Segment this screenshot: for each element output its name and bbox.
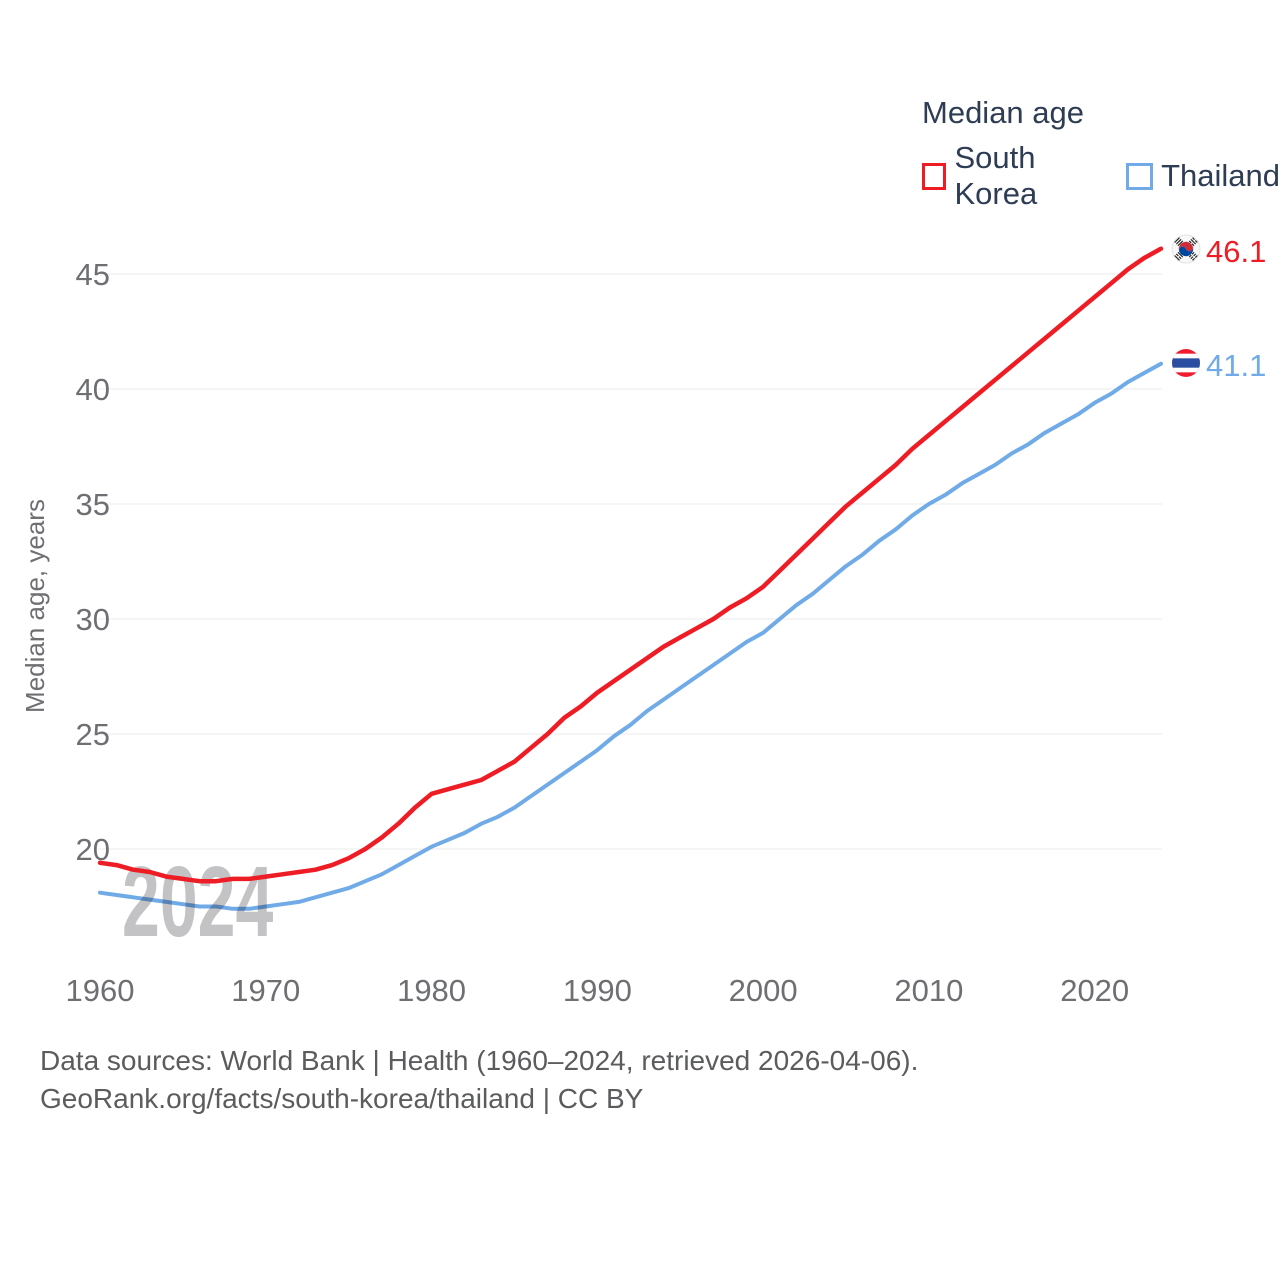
south-korea-legend-label: South Korea [954, 140, 1038, 211]
footer-source-line: Data sources: World Bank | Health (1960–… [40, 1045, 919, 1076]
x-tick-label: 1970 [231, 973, 300, 1008]
watermark-text: 2024 [122, 847, 274, 958]
y-tick-label: 25 [76, 717, 110, 752]
thailand-line[interactable] [98, 361, 1163, 911]
south-korea-line[interactable] [97, 246, 1164, 884]
south-korea-end-value: 46.1 [1206, 234, 1266, 269]
footer-url-line: GeoRank.org/facts/south-korea/thailand |… [40, 1083, 644, 1114]
x-tick-label: 2020 [1060, 973, 1129, 1008]
legend-row: South Korea Thailand [922, 140, 1280, 212]
thailand-legend-label: Thailand [1161, 158, 1280, 193]
x-tick-label: 1980 [397, 973, 466, 1008]
y-tick-label: 30 [76, 602, 110, 637]
y-tick-label: 35 [76, 487, 110, 522]
thailand-flag-icon [1172, 349, 1200, 377]
thailand-legend-swatch [1126, 162, 1154, 190]
thailand-end-value: 41.1 [1206, 348, 1266, 383]
south-korea-legend-swatch [922, 162, 947, 190]
south-korea-flag-icon [1171, 234, 1201, 264]
x-axis-tick-labels: 1960 1970 1980 1990 2000 2010 2020 [66, 973, 1130, 1008]
x-tick-label: 2010 [894, 973, 963, 1008]
legend: Median age South Korea Thailand [922, 95, 1280, 212]
gridlines [98, 273, 1162, 850]
y-tick-label: 40 [76, 372, 110, 407]
x-tick-label: 1960 [66, 973, 135, 1008]
footer: Data sources: World Bank | Health (1960–… [40, 1042, 918, 1118]
legend-item-south-korea[interactable]: South Korea [922, 140, 1106, 212]
legend-title: Median age [922, 95, 1085, 130]
x-tick-label: 1990 [563, 973, 632, 1008]
x-tick-label: 2000 [729, 973, 798, 1008]
legend-item-thailand[interactable]: Thailand [1126, 158, 1280, 194]
y-axis-title: Median age, years [20, 499, 50, 713]
y-tick-label: 45 [76, 257, 110, 292]
